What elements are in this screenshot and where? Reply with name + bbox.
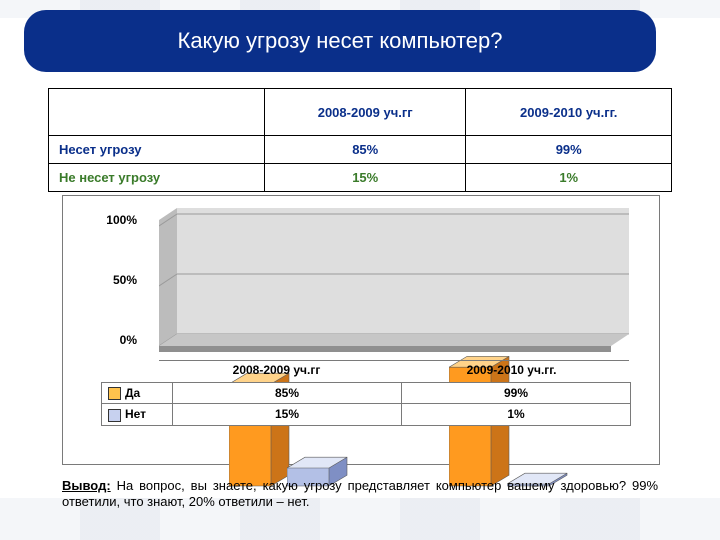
summary-row-0-label: Несет угрозу [49, 136, 265, 164]
summary-row-1-label: Не несет угрозу [49, 164, 265, 192]
slide: Какую угрозу несет компьютер? 2008-2009 … [0, 0, 720, 540]
summary-row-0-val-1: 99% [466, 136, 672, 164]
summary-table-col-1: 2009-2010 уч.гг. [466, 89, 672, 136]
ytick-50: 50% [65, 273, 137, 287]
mini-r1-c0: 15% [173, 404, 402, 425]
mini-r1-c1: 1% [402, 404, 631, 425]
xcat-0: 2008-2009 уч.гг [159, 360, 394, 380]
conclusion-lead: Вывод: [62, 478, 111, 493]
ytick-100: 100% [65, 213, 137, 227]
chart-x-labels: 2008-2009 уч.гг 2009-2010 уч.гг. [159, 360, 629, 380]
legend-row-net: Нет [102, 404, 173, 425]
chart-back-wall [177, 208, 629, 334]
slide-title: Какую угрозу несет компьютер? [178, 28, 503, 54]
chart-floor-top [159, 334, 629, 346]
chart-floor [159, 208, 629, 358]
bar-chart: 100% 50% 0% [62, 195, 660, 465]
legend-label-net: Нет [125, 407, 146, 421]
chart-plot: 100% 50% 0% [63, 202, 653, 358]
legend-swatch-net [108, 409, 121, 422]
xcat-1: 2009-2010 уч.гг. [394, 360, 629, 380]
summary-row-0-val-0: 85% [265, 136, 466, 164]
legend-label-da: Да [125, 386, 140, 400]
ytick-0: 0% [65, 333, 137, 347]
legend-swatch-da [108, 387, 121, 400]
conclusion-text: Вывод: На вопрос, вы знаете, какую угроз… [62, 478, 658, 511]
chart-left-wall [159, 208, 177, 346]
summary-row-1-val-0: 15% [265, 164, 466, 192]
mini-r0-c1: 99% [402, 383, 631, 404]
summary-table-blank [49, 89, 265, 136]
conclusion-body: На вопрос, вы знаете, какую угрозу предс… [62, 478, 658, 509]
summary-row-1-val-1: 1% [466, 164, 672, 192]
mini-r0-c0: 85% [173, 383, 402, 404]
slide-title-pill: Какую угрозу несет компьютер? [24, 10, 656, 72]
summary-table: 2008-2009 уч.гг 2009-2010 уч.гг. Несет у… [48, 88, 672, 192]
chart-data-table: Да 85% 99% Нет 15% 1% [101, 382, 631, 426]
summary-table-col-0: 2008-2009 уч.гг [265, 89, 466, 136]
legend-row-da: Да [102, 383, 173, 404]
